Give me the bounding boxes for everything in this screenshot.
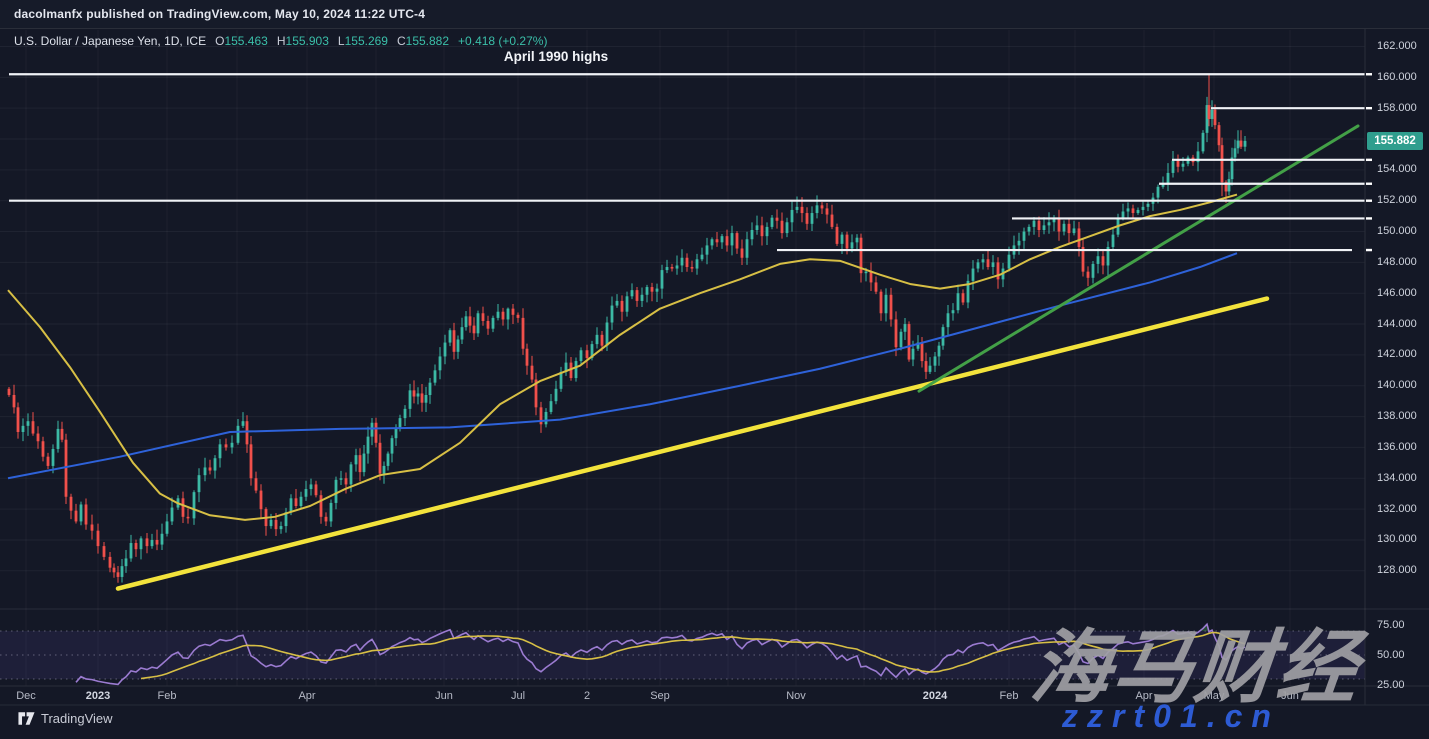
price-tick: 144.000 xyxy=(1377,317,1417,330)
time-label-Apr: Apr xyxy=(298,690,316,702)
slow-ma-line xyxy=(7,252,1238,480)
price-tick: 152.000 xyxy=(1377,194,1417,207)
time-label-2023: 2023 xyxy=(85,690,111,702)
price-tick: 132.000 xyxy=(1377,502,1417,515)
time-label-Jun: Jun xyxy=(435,690,453,702)
time-label-2024: 2024 xyxy=(922,690,948,702)
time-label-Jul: Jul xyxy=(510,690,526,702)
ohlc-pair-L: L155.269 xyxy=(337,34,388,48)
ohlc-pair-C: C155.882 xyxy=(396,34,450,48)
price-tick: 148.000 xyxy=(1377,255,1417,268)
time-label-Dec: Dec xyxy=(16,690,36,702)
april-1990-highs-label[interactable]: April 1990 highs xyxy=(503,49,609,64)
time-label-Nov: Nov xyxy=(786,690,806,702)
fast-ma-line xyxy=(7,193,1238,521)
tradingview-logo-icon xyxy=(18,712,35,725)
price-tick: 158.000 xyxy=(1377,101,1417,114)
price-tick: 146.000 xyxy=(1377,286,1417,299)
rsi-tick: 25.00 xyxy=(1377,678,1405,691)
publish-header: dacolmanfx published on TradingView.com,… xyxy=(0,0,1429,29)
price-tick: 138.000 xyxy=(1377,410,1417,423)
time-label-Apr: Apr xyxy=(1135,690,1153,702)
green-support-trendline[interactable] xyxy=(917,124,1360,393)
rsi-tick: 50.00 xyxy=(1377,648,1405,661)
price-tick: 134.000 xyxy=(1377,471,1417,484)
price-tick: 142.000 xyxy=(1377,348,1417,361)
rsi-tick: 75.00 xyxy=(1377,618,1405,631)
price-tick: 162.000 xyxy=(1377,40,1417,52)
symbol-title: U.S. Dollar / Japanese Yen, 1D, ICE xyxy=(14,34,207,48)
rsi-band xyxy=(0,630,1365,680)
time-label-2: 2 xyxy=(583,690,591,702)
price-tick: 140.000 xyxy=(1377,379,1417,392)
price-tick: 150.000 xyxy=(1377,225,1417,238)
price-tick: 128.000 xyxy=(1377,564,1417,577)
time-label-Jun: Jun xyxy=(1281,690,1299,702)
symbol-legend[interactable]: U.S. Dollar / Japanese Yen, 1D, ICE O155.… xyxy=(14,34,547,48)
grid-layer xyxy=(0,30,1365,686)
time-label-Sep: Sep xyxy=(650,690,670,702)
last-price-label: 155.882 xyxy=(1367,131,1423,150)
tradingview-brand-text: TradingView xyxy=(41,711,113,726)
publish-line: dacolmanfx published on TradingView.com,… xyxy=(14,7,426,21)
rsi-overbought-fill xyxy=(446,624,1213,631)
time-label-Feb: Feb xyxy=(157,690,177,702)
ohlc-pair-H: H155.903 xyxy=(276,34,329,48)
time-label-Feb: Feb xyxy=(999,690,1019,702)
rsi-line xyxy=(75,622,1246,686)
price-tick: 154.000 xyxy=(1377,163,1417,176)
time-label-May: May xyxy=(1203,690,1225,702)
change-value: +0.418 (+0.27%) xyxy=(458,34,548,48)
price-tick: 136.000 xyxy=(1377,440,1417,453)
yellow-support-trendline[interactable] xyxy=(115,296,1270,591)
price-tick: 130.000 xyxy=(1377,533,1417,546)
ohlc-pair-O: O155.463 xyxy=(215,34,268,48)
rsi-signal-line xyxy=(140,631,1246,680)
tradingview-brand[interactable]: TradingView xyxy=(18,711,113,726)
ohlc-values: O155.463 H155.903 L155.269 C155.882 xyxy=(206,34,449,48)
candles-layer xyxy=(7,74,1247,583)
price-tick: 160.000 xyxy=(1377,70,1417,83)
